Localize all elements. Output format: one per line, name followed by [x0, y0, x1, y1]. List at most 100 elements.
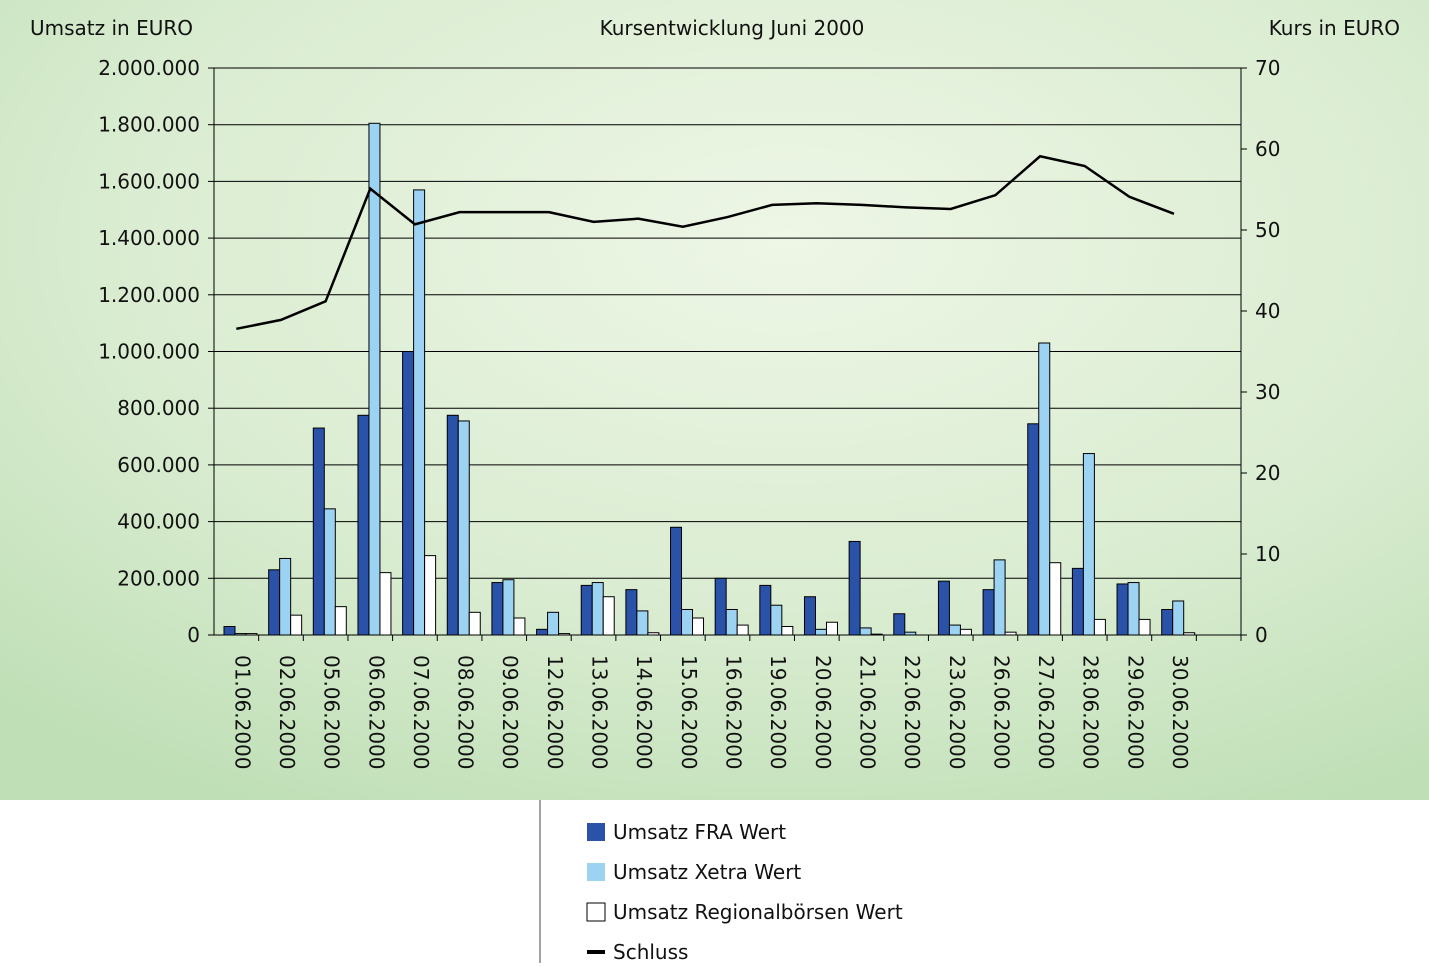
legend-label: Umsatz FRA Wert — [613, 820, 786, 844]
bar — [983, 590, 994, 635]
legend-marker — [587, 903, 605, 921]
bar — [726, 609, 737, 635]
x-tick-label: 05.06.2000 — [320, 655, 344, 770]
bar — [548, 612, 559, 635]
x-tick-label: 30.06.2000 — [1168, 655, 1192, 770]
x-tick-label: 14.06.2000 — [632, 655, 656, 770]
y-tick-label: 800.000 — [117, 396, 200, 420]
bar — [905, 632, 916, 635]
bar — [1050, 563, 1061, 635]
bar — [849, 541, 860, 635]
bar — [1117, 584, 1128, 635]
x-tick-label: 02.06.2000 — [275, 655, 299, 770]
bar — [403, 352, 414, 636]
y2-tick-label: 50 — [1255, 218, 1280, 242]
bar — [235, 634, 246, 635]
y-axis-title: Umsatz in EURO — [30, 16, 193, 40]
bar — [1184, 633, 1195, 635]
x-tick-label: 22.06.2000 — [900, 655, 924, 770]
x-tick-label: 29.06.2000 — [1123, 655, 1147, 770]
bar — [760, 585, 771, 635]
bar — [414, 190, 425, 635]
bar — [537, 629, 548, 635]
y2-tick-label: 40 — [1255, 299, 1280, 323]
y2-tick-label: 0 — [1255, 623, 1268, 647]
y2-tick-label: 70 — [1255, 56, 1280, 80]
y-tick-label: 400.000 — [117, 510, 200, 534]
bar — [1072, 568, 1083, 635]
x-tick-label: 23.06.2000 — [945, 655, 969, 770]
bar — [826, 622, 837, 635]
x-tick-label: 01.06.2000 — [230, 655, 254, 770]
bar — [559, 634, 570, 635]
page: {"chart_data": {"type": "bar", "title": … — [0, 0, 1429, 963]
bar — [894, 614, 905, 635]
bar — [693, 618, 704, 635]
x-tick-label: 06.06.2000 — [364, 655, 388, 770]
y-tick-label: 1.200.000 — [98, 283, 200, 307]
legend-label: Umsatz Xetra Wert — [613, 860, 801, 884]
bar — [871, 634, 882, 635]
y-tick-label: 200.000 — [117, 566, 200, 590]
bar — [291, 615, 302, 635]
bar — [1139, 619, 1150, 635]
bar — [671, 527, 682, 635]
x-tick-label: 07.06.2000 — [409, 655, 433, 770]
bar — [860, 628, 871, 635]
x-tick-label: 26.06.2000 — [989, 655, 1013, 770]
x-tick-label: 27.06.2000 — [1034, 655, 1058, 770]
y2-tick-label: 60 — [1255, 137, 1280, 161]
x-tick-label: 28.06.2000 — [1079, 655, 1103, 770]
y2-tick-label: 10 — [1255, 542, 1280, 566]
y2-tick-label: 20 — [1255, 461, 1280, 485]
bar — [1083, 454, 1094, 635]
bar — [815, 629, 826, 635]
bar — [804, 597, 815, 635]
bar — [224, 626, 235, 635]
bar — [358, 415, 369, 635]
bar — [626, 590, 637, 635]
x-tick-label: 21.06.2000 — [855, 655, 879, 770]
bar — [581, 585, 592, 635]
y-tick-label: 1.000.000 — [98, 340, 200, 364]
bar — [637, 611, 648, 635]
legend-marker — [587, 863, 605, 881]
bar — [369, 123, 380, 635]
bar — [1005, 632, 1016, 635]
x-tick-label: 09.06.2000 — [498, 655, 522, 770]
y-tick-label: 1.400.000 — [98, 226, 200, 250]
y-tick-label: 2.000.000 — [98, 56, 200, 80]
bar — [1128, 583, 1139, 635]
bar — [503, 580, 514, 635]
legend-marker — [587, 950, 605, 954]
y2-axis-title: Kurs in EURO — [1269, 16, 1400, 40]
bar — [682, 609, 693, 635]
bar — [335, 607, 346, 635]
bar — [514, 618, 525, 635]
chart: Umsatz in EURO Kursentwicklung Juni 2000… — [0, 0, 1429, 963]
x-tick-label: 16.06.2000 — [722, 655, 746, 770]
bar — [592, 583, 603, 635]
x-tick-label: 19.06.2000 — [766, 655, 790, 770]
bar — [313, 428, 324, 635]
bar — [994, 560, 1005, 635]
bar — [458, 421, 469, 635]
bar — [380, 573, 391, 635]
bar — [246, 634, 257, 635]
bar — [1162, 609, 1173, 635]
bar — [960, 629, 971, 635]
bar — [949, 625, 960, 635]
x-tick-label: 15.06.2000 — [677, 655, 701, 770]
bar — [715, 578, 726, 635]
bar — [492, 583, 503, 635]
bar — [771, 605, 782, 635]
bar — [425, 556, 436, 635]
bar — [269, 570, 280, 635]
x-tick-label: 13.06.2000 — [588, 655, 612, 770]
bar — [1039, 343, 1050, 635]
bar — [447, 415, 458, 635]
chart-title: Kursentwicklung Juni 2000 — [600, 16, 865, 40]
bar — [324, 509, 335, 635]
y-tick-label: 1.600.000 — [98, 169, 200, 193]
bar — [1094, 619, 1105, 635]
